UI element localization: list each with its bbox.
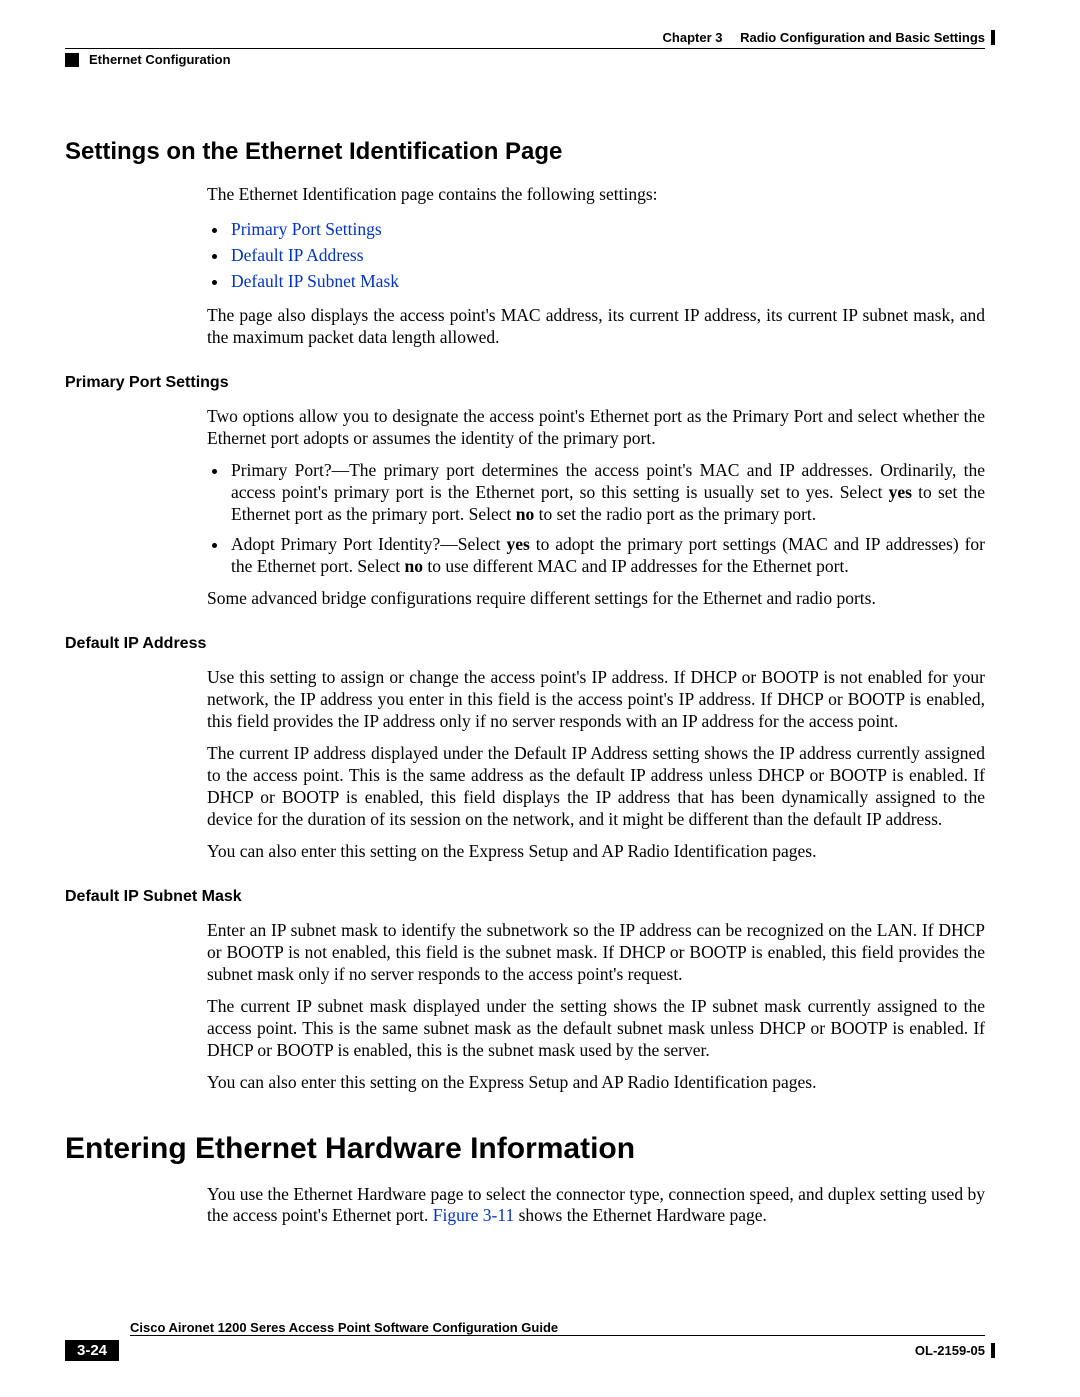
header-rule	[65, 48, 985, 49]
page: Chapter 3 Radio Configuration and Basic …	[0, 0, 1080, 1397]
content: Settings on the Ethernet Identification …	[65, 138, 985, 1227]
xref-link[interactable]: Default IP Subnet Mask	[231, 271, 399, 291]
document-id: OL-2159-05	[915, 1343, 985, 1358]
list-item: Adopt Primary Port Identity?—Select yes …	[229, 534, 985, 578]
xref-link[interactable]: Default IP Address	[231, 245, 364, 265]
paragraph: The current IP subnet mask displayed und…	[207, 996, 985, 1062]
footer-rule	[130, 1335, 985, 1336]
text: shows the Ethernet Hardware page.	[514, 1205, 767, 1225]
text: to use different MAC and IP addresses fo…	[423, 556, 849, 576]
bold-text: yes	[506, 534, 529, 554]
square-icon	[65, 53, 79, 67]
chapter-title: Radio Configuration and Basic Settings	[740, 30, 985, 45]
paragraph: You can also enter this setting on the E…	[207, 1072, 985, 1094]
page-number: 3-24	[65, 1340, 119, 1361]
subnet-body: Enter an IP subnet mask to identify the …	[207, 920, 985, 1093]
text: Adopt Primary Port Identity?—Select	[231, 534, 506, 554]
bold-text: no	[404, 556, 422, 576]
bold-text: yes	[889, 482, 912, 502]
section1-body: The Ethernet Identification page contain…	[207, 184, 985, 348]
primary-port-body: Two options allow you to designate the a…	[207, 406, 985, 609]
paragraph: Use this setting to assign or change the…	[207, 667, 985, 733]
list-item: Primary Port Settings	[229, 216, 985, 242]
header-section: Ethernet Configuration	[89, 52, 231, 67]
footer-guide-title: Cisco Aironet 1200 Seres Access Point So…	[130, 1319, 985, 1335]
page-footer: Cisco Aironet 1200 Seres Access Point So…	[65, 1337, 985, 1361]
bold-text: no	[516, 504, 534, 524]
paragraph: Some advanced bridge configurations requ…	[207, 588, 985, 610]
link-list: Primary Port Settings Default IP Address…	[207, 216, 985, 295]
list-item: Default IP Subnet Mask	[229, 268, 985, 294]
page-header: Chapter 3 Radio Configuration and Basic …	[65, 30, 985, 58]
header-left: Ethernet Configuration	[65, 52, 231, 67]
list-item: Primary Port?—The primary port determine…	[229, 460, 985, 526]
paragraph: You can also enter this setting on the E…	[207, 841, 985, 863]
footer-row: 3-24 OL-2159-05	[65, 1340, 985, 1361]
header-bar-icon	[991, 30, 995, 45]
subsection-heading: Primary Port Settings	[65, 374, 985, 392]
section-heading: Settings on the Ethernet Identification …	[65, 138, 985, 166]
paragraph: The page also displays the access point'…	[207, 305, 985, 349]
paragraph: You use the Ethernet Hardware page to se…	[207, 1184, 985, 1228]
subsection-heading: Default IP Subnet Mask	[65, 888, 985, 906]
bullet-list: Primary Port?—The primary port determine…	[207, 460, 985, 577]
figure-link[interactable]: Figure 3-11	[433, 1205, 515, 1225]
default-ip-body: Use this setting to assign or change the…	[207, 667, 985, 862]
footer-bar-icon	[991, 1343, 995, 1358]
list-item: Default IP Address	[229, 242, 985, 268]
text: Primary Port?—The primary port determine…	[231, 460, 985, 502]
chapter-label: Chapter 3	[663, 30, 723, 45]
subsection-heading: Default IP Address	[65, 635, 985, 653]
intro-paragraph: The Ethernet Identification page contain…	[207, 184, 985, 206]
section-heading-h1: Entering Ethernet Hardware Information	[65, 1132, 985, 1166]
text: to set the radio port as the primary por…	[534, 504, 816, 524]
paragraph: Enter an IP subnet mask to identify the …	[207, 920, 985, 986]
section2-body: You use the Ethernet Hardware page to se…	[207, 1184, 985, 1228]
xref-link[interactable]: Primary Port Settings	[231, 219, 382, 239]
paragraph: The current IP address displayed under t…	[207, 743, 985, 831]
header-right: Chapter 3 Radio Configuration and Basic …	[663, 30, 985, 45]
paragraph: Two options allow you to designate the a…	[207, 406, 985, 450]
